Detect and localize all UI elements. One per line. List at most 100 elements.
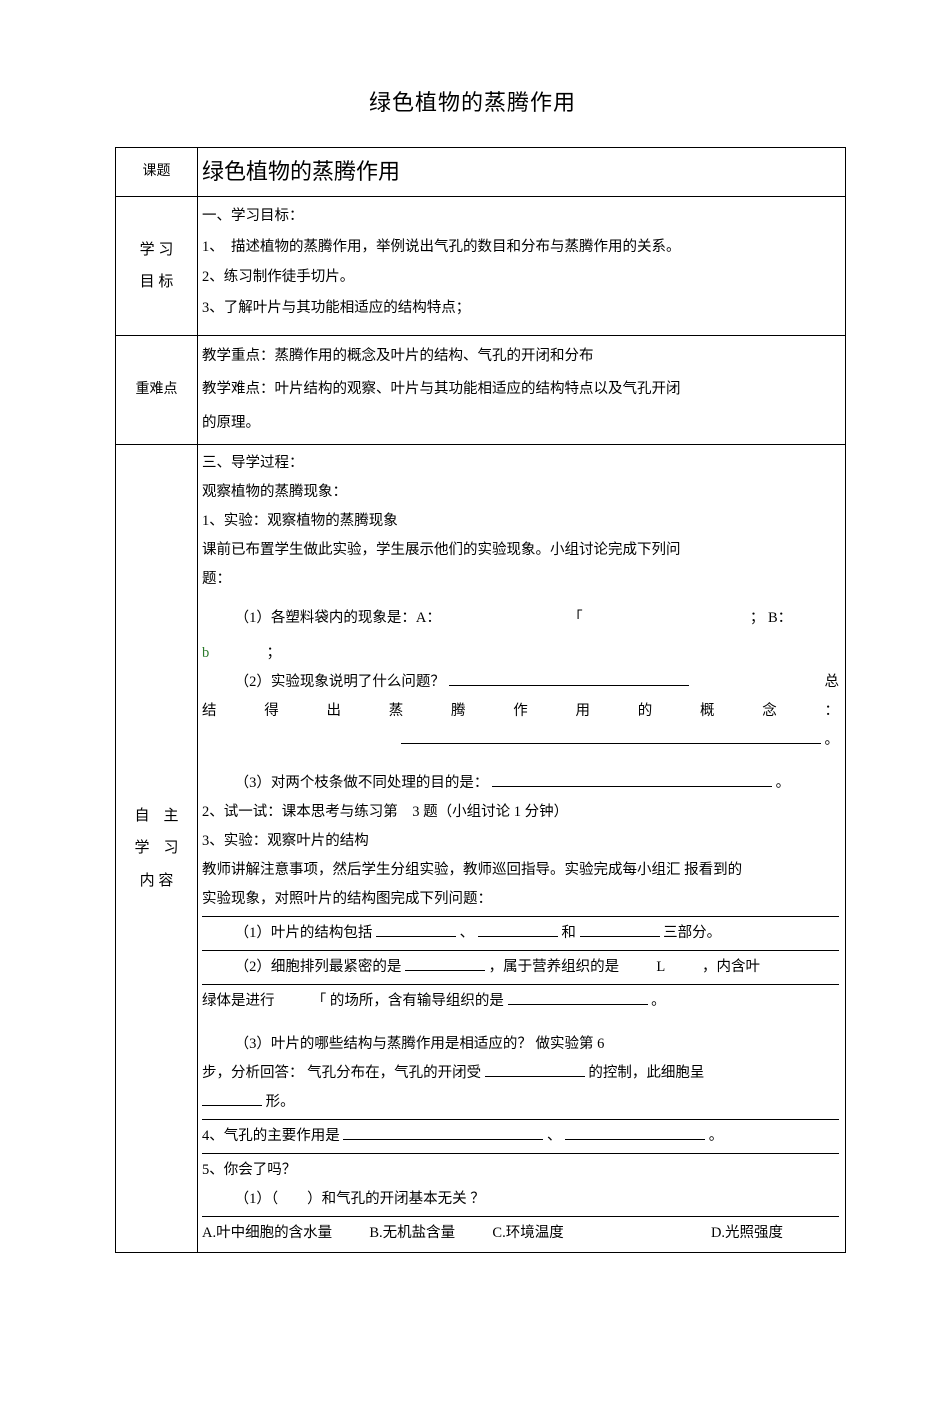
leaf-q1-d: 三部分。 xyxy=(663,925,721,941)
mcq-options: A.叶中细胞的含水量 B.无机盐含量 C.环境温度 D.光照强度 xyxy=(202,1219,839,1248)
leaf-q2-e: 的场所，含有输导组织的是 xyxy=(330,993,504,1009)
label-topic-text: 课题 xyxy=(143,164,171,179)
ss-q3-line: （3）对两个枝条做不同处理的目的是： 。 xyxy=(202,769,839,798)
blank-fill xyxy=(202,1092,262,1107)
ss-s9-end: 。 xyxy=(709,1128,724,1144)
ss-heading: 三、导学过程： xyxy=(202,449,839,478)
leaf-q2-a: （2）细胞排列最紧密的是 xyxy=(235,959,402,975)
sp-8: 概 xyxy=(700,703,737,719)
inner-divider xyxy=(202,1153,839,1154)
ss-s4: 题： xyxy=(202,565,839,594)
mcq-q-text: （1）（ ）和气孔的开闭基本无关 ？ xyxy=(235,1191,485,1207)
mcq-opt-b: B.无机盐含量 xyxy=(369,1225,455,1241)
leaf-q2-l2: 绿体是进行 「 的场所，含有输导组织的是 。 xyxy=(202,987,839,1016)
ss-s9: 4、气孔的主要作用是 、 。 xyxy=(202,1122,839,1151)
ss-s9-a: 4、气孔的主要作用是 xyxy=(202,1128,340,1144)
blank-fill xyxy=(508,991,648,1006)
label-objectives-l1: 学 习 xyxy=(140,236,174,265)
ss-s1: 观察植物的蒸腾现象： xyxy=(202,478,839,507)
label-selfstudy-r2b: 习 xyxy=(164,834,179,863)
mcq-opt-c: C.环境温度 xyxy=(492,1225,563,1241)
blank-fill xyxy=(478,923,558,938)
inner-divider xyxy=(202,950,839,951)
cell-objectives: 一、学习目标： 1、 描述植物的蒸腾作用，举例说出气孔的数目和分布与蒸腾作用的关… xyxy=(198,197,846,336)
sp-5: 作 xyxy=(513,703,550,719)
leaf-q3-d: 形。 xyxy=(266,1094,295,1110)
blank-fill xyxy=(485,1063,585,1078)
label-objectives-l2: 目 标 xyxy=(140,268,174,297)
label-selfstudy: 自 主 学 习 内 容 xyxy=(116,445,198,1253)
ss-q1-line1: （1）各塑料袋内的现象是：A： 「 ； B： xyxy=(202,604,839,633)
keypoints-line1: 教学重点：蒸腾作用的概念及叶片的结构、气孔的开闭和分布 xyxy=(202,340,839,373)
sp-9: 念 xyxy=(762,703,799,719)
objectives-item-2: 2、练习制作徒手切片。 xyxy=(202,262,839,292)
mcq-question: （1）（ ）和气孔的开闭基本无关 ？ xyxy=(202,1185,839,1214)
cell-topic: 绿色植物的蒸腾作用 xyxy=(198,148,846,197)
leaf-q2-b: ，属于营养组织的是 xyxy=(489,959,620,975)
ss-s8: 实验现象，对照叶片的结构图完成下列问题： xyxy=(202,885,839,914)
blank-fill xyxy=(449,672,689,687)
label-selfstudy-r2a: 学 xyxy=(134,834,149,863)
leaf-q2-end: 。 xyxy=(651,993,666,1009)
ss-q1-sep: ； B： xyxy=(750,610,792,626)
topic-value: 绿色植物的蒸腾作用 xyxy=(198,148,845,196)
label-selfstudy-r1a: 自 xyxy=(134,802,149,831)
row-selfstudy: 自 主 学 习 内 容 三、导学过程： 观察植物的蒸腾现象： 1、实验：观察植物… xyxy=(116,445,846,1253)
row-topic: 课题 绿色植物的蒸腾作用 xyxy=(116,148,846,197)
sp-6: 用 xyxy=(576,703,613,719)
ss-s10: 5、你会了吗？ xyxy=(202,1156,839,1185)
objectives-item-1: 1、 描述植物的蒸腾作用，举例说出气孔的数目和分布与蒸腾作用的关系。 xyxy=(202,232,839,262)
sp-10: ： xyxy=(825,703,840,719)
cell-keypoints: 教学重点：蒸腾作用的概念及叶片的结构、气孔的开闭和分布 教学难点：叶片结构的观察… xyxy=(198,336,846,445)
leaf-q1-b: 、 xyxy=(460,925,475,941)
leaf-q2-mark: L xyxy=(656,959,664,975)
sp-4: 腾 xyxy=(451,703,488,719)
ss-summary-end: 。 xyxy=(825,732,840,748)
sp-3: 蒸 xyxy=(389,703,426,719)
blank-fill xyxy=(405,957,485,972)
label-objectives: 学 习 目 标 xyxy=(116,197,198,336)
sp-2: 出 xyxy=(327,703,364,719)
blank-fill xyxy=(376,923,456,938)
blank-fill xyxy=(492,773,772,788)
ss-q3: （3）对两个枝条做不同处理的目的是： xyxy=(235,775,489,791)
cell-selfstudy: 三、导学过程： 观察植物的蒸腾现象： 1、实验：观察植物的蒸腾现象 课前已布置学… xyxy=(198,445,846,1253)
ss-s5: 2、试一试：课本思考与练习第 3 题（小组讨论 1 分钟） xyxy=(202,798,839,827)
page-title: 绿色植物的蒸腾作用 xyxy=(0,85,945,117)
leaf-q2-c: ，内含叶 xyxy=(702,959,760,975)
leaf-q3-a: （3）叶片的哪些结构与蒸腾作用是相适应的？ 做实验第 6 xyxy=(235,1036,605,1052)
mcq-opt-d: D.光照强度 xyxy=(711,1225,783,1241)
objectives-item-3: 3、了解叶片与其功能相适应的结构特点； xyxy=(202,293,839,323)
ss-q1-mark: 「 xyxy=(568,610,583,626)
leaf-q1-c: 和 xyxy=(561,925,576,941)
leaf-q1: （1）叶片的结构包括 、 和 三部分。 xyxy=(202,919,839,948)
leaf-q3-c: 的控制，此细胞呈 xyxy=(588,1065,704,1081)
ss-q2-line: （2）实验现象说明了什么问题？ 总 xyxy=(202,668,839,697)
ss-q3-end: 。 xyxy=(776,775,791,791)
leaf-q2-l1: （2）细胞排列最紧密的是 ，属于营养组织的是 L ，内含叶 xyxy=(202,953,839,982)
leaf-q1-a: （1）叶片的结构包括 xyxy=(235,925,373,941)
leaf-q3-l2: 步，分析回答： 气孔分布在，气孔的开闭受 的控制，此细胞呈 xyxy=(202,1059,839,1088)
blank-fill xyxy=(565,1126,705,1141)
ss-s7: 教师讲解注意事项，然后学生分组实验，教师巡回指导。实验完成每小组汇 报看到的 xyxy=(202,856,839,885)
inner-divider xyxy=(202,984,839,985)
sp-1: 得 xyxy=(264,703,301,719)
sp-7: 的 xyxy=(638,703,675,719)
blank-fill xyxy=(343,1126,543,1141)
row-objectives: 学 习 目 标 一、学习目标： 1、 描述植物的蒸腾作用，举例说出气孔的数目和分… xyxy=(116,197,846,336)
inner-divider xyxy=(202,916,839,917)
label-keypoints: 重难点 xyxy=(116,336,198,445)
inner-divider xyxy=(202,1216,839,1217)
leaf-q3-l3: 形。 xyxy=(202,1088,839,1117)
ss-summary-spread: 结 得 出 蒸 腾 作 用 的 概 念 ： xyxy=(202,697,839,726)
leaf-q3-b: 步，分析回答： 气孔分布在，气孔的开闭受 xyxy=(202,1065,481,1081)
keypoints-line3: 的原理。 xyxy=(202,407,839,440)
ss-q2-prefix: （2）实验现象说明了什么问题？ xyxy=(235,674,445,690)
row-keypoints: 重难点 教学重点：蒸腾作用的概念及叶片的结构、气孔的开闭和分布 教学难点：叶片结… xyxy=(116,336,846,445)
ss-q1-prefix: （1）各塑料袋内的现象是：A： xyxy=(235,610,441,626)
leaf-q2-d: 绿体是进行 xyxy=(202,993,275,1009)
leaf-q2-mark2: 「 xyxy=(312,993,327,1009)
ss-s3: 课前已布置学生做此实验，学生展示他们的实验现象。小组讨论完成下列问 xyxy=(202,536,839,565)
keypoints-line2: 教学难点：叶片结构的观察、叶片与其功能相适应的结构特点以及气孔开闭 xyxy=(202,373,839,406)
ss-q1-b: b xyxy=(202,645,209,661)
